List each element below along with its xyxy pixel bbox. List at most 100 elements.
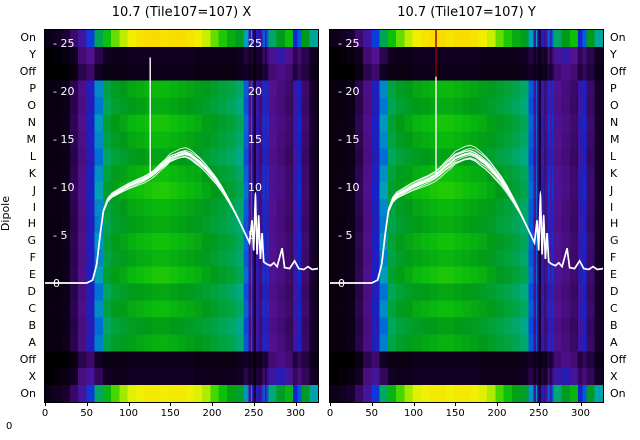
x-tick-mark [45, 402, 46, 406]
db-label-left: - 15 [338, 133, 359, 146]
dipole-label: L [610, 149, 617, 163]
dipole-label: N [27, 116, 36, 129]
x-tick-mark [170, 402, 172, 406]
x-tick-mark [86, 402, 88, 406]
db-label-left: - 5 [338, 229, 352, 242]
dipole-labels-right: On Y Off P O N M L K J I H G F E D C B A Off X On [610, 0, 640, 440]
dipole-label: Y [29, 48, 36, 62]
dipole-label: N [610, 116, 619, 129]
dipole-label: F [29, 251, 36, 265]
dipole-label: K [610, 166, 618, 180]
dipole-label: J [610, 183, 614, 197]
dipole-labels-left: On Y Off P O N M L K J I H G F E D C B A Off X On [0, 0, 38, 440]
x-tick-label: 250 [244, 408, 264, 419]
x-tick-mark [253, 402, 255, 406]
dipole-label: Off [610, 65, 627, 79]
dipole-label: B [28, 318, 36, 332]
corner-zero-label: 0 [6, 421, 13, 432]
dipole-label: P [610, 82, 617, 96]
x-tick-label: 200 [487, 408, 507, 419]
db-label-right: 20 [248, 85, 262, 98]
dipole-label: A [610, 335, 618, 349]
x-tick-mark [538, 402, 540, 406]
db-label-left: - 10 [53, 181, 74, 194]
dipole-label: A [28, 335, 36, 349]
x-tick-label: 0 [326, 408, 334, 419]
db-label-right: 15 [248, 133, 262, 146]
db-label-left: - 5 [53, 229, 67, 242]
db-label-left: 0 [53, 277, 60, 290]
db-label-left: - 15 [53, 133, 74, 146]
spectra-overlay-y: - 25 - 20 - 15 - 10 - 5 0 [330, 30, 603, 290]
dipole-label: On [20, 31, 36, 45]
db-label-left: - 25 [338, 37, 359, 50]
x-tick-mark [128, 402, 130, 406]
heatmap-canvas-y [330, 30, 603, 402]
x-tick-label: 100 [118, 408, 139, 419]
x-tick-label: 200 [202, 408, 222, 419]
dipole-label: B [610, 318, 618, 332]
dipole-label: I [610, 200, 614, 214]
db-label-right: 10 [248, 181, 262, 194]
dipole-label: Y [610, 48, 617, 62]
x-tick-label: 300 [285, 408, 306, 419]
x-tick-mark [212, 402, 213, 406]
panel-title-y: 10.7 (Tile107=107) Y [397, 5, 536, 20]
dipole-label: M [26, 132, 37, 146]
panel-title-x: 10.7 (Tile107=107) X [111, 5, 252, 20]
dipole-label: G [27, 234, 36, 248]
db-label-left: - 25 [53, 37, 74, 50]
x-tick-label: 50 [80, 408, 94, 419]
db-label-left: - 20 [53, 85, 74, 98]
dipole-label: J [32, 183, 36, 197]
dipole-label: H [27, 217, 36, 231]
dipole-label: D [27, 285, 36, 299]
dipole-label: O [27, 99, 36, 113]
x-tick-label: 250 [529, 408, 549, 419]
dipole-label: Off [19, 65, 36, 79]
x-tick-label: 300 [570, 408, 591, 419]
dipole-label: C [610, 302, 618, 315]
x-axis-y: 0 50 100 150 200 250 300 [327, 402, 603, 424]
x-tick-mark [413, 402, 415, 406]
dipole-label: K [28, 166, 36, 180]
dipole-label: G [610, 234, 619, 248]
dipole-label: P [29, 82, 36, 96]
dipole-label: O [610, 99, 619, 113]
db-label-right: 25 [248, 37, 262, 50]
dipole-label: On [610, 386, 626, 400]
x-tick-mark [295, 402, 297, 406]
db-label-left: - 20 [338, 85, 359, 98]
dipole-label: F [610, 251, 617, 265]
dipole-label: Off [610, 352, 627, 366]
x-tick-label: 50 [365, 408, 379, 419]
x-tick-mark [497, 402, 498, 406]
x-tick-mark [455, 402, 457, 406]
x-tick-mark [330, 402, 331, 406]
heatmap-canvas-x [45, 30, 318, 402]
dipole-label: X [610, 369, 618, 383]
dipole-label: On [20, 386, 36, 400]
db-label-left: - 10 [338, 181, 359, 194]
dipole-label: X [28, 369, 36, 383]
dipole-label: On [610, 31, 626, 45]
x-axis-x: 0 50 100 150 200 250 300 [42, 402, 318, 424]
dipole-label: D [610, 285, 619, 299]
heatmap-panel-x: - 25 - 20 - 15 - 10 - 5 0 25 20 15 10 5 [44, 29, 319, 403]
x-tick-label: 100 [403, 408, 424, 419]
dipole-label: L [29, 149, 36, 163]
dipole-label: H [610, 217, 619, 231]
spectra-overlay-x: - 25 - 20 - 15 - 10 - 5 0 25 20 15 10 5 [45, 37, 318, 290]
x-tick-mark [371, 402, 373, 406]
x-tick-mark [580, 402, 582, 406]
dipole-label: E [29, 268, 36, 282]
dipole-label: I [32, 200, 36, 214]
x-tick-label: 150 [160, 408, 180, 419]
dipole-label: Off [19, 352, 36, 366]
x-tick-label: 150 [445, 408, 465, 419]
dipole-label: M [610, 132, 620, 146]
db-label-left: 0 [338, 277, 345, 290]
db-label-right: 5 [248, 229, 255, 242]
dipole-label: C [28, 302, 36, 315]
